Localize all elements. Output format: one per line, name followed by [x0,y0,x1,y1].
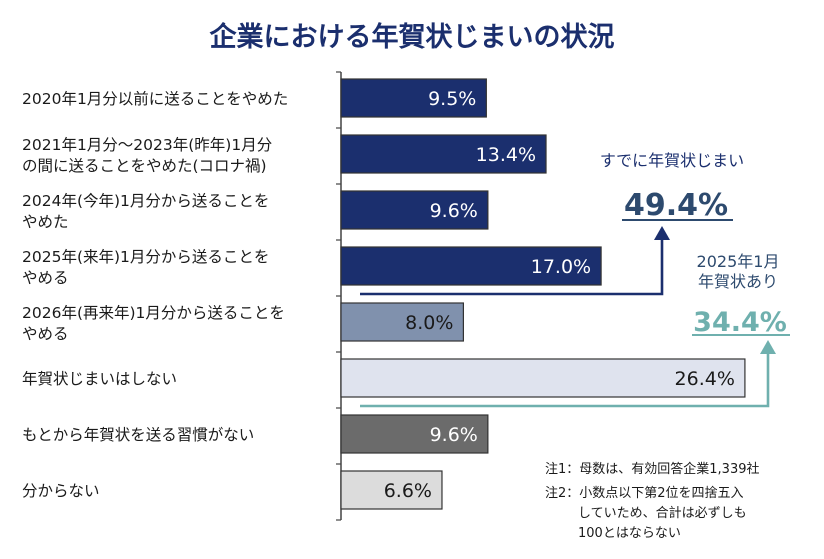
category-label: 2024年(今年)1月分から送ることを [22,192,269,210]
category-label: やめた [22,213,69,231]
note-2: 注2：小数点以下第2位を四捨五入 [545,485,744,501]
category-label: もとから年賀状を送る習慣がない [22,426,254,444]
bar [340,470,443,510]
bar-value-label: 9.5% [428,88,476,110]
bar-value-label: 26.4% [675,368,735,390]
category-label: 2020年1月分以前に送ることをやめた [22,90,288,108]
arrow-2025-head [760,340,776,354]
bar-value-label: 9.6% [430,200,478,222]
category-label: やめる [22,325,69,343]
category-label: 2025年(来年)1月分から送ることを [22,248,269,266]
category-label: 分からない [22,482,100,500]
arrow-already-head [654,226,670,240]
chart-title: 企業における年賀状じまいの状況 [210,21,615,53]
bar-value-label: 6.6% [384,480,432,502]
note-1: 注1：母数は、有効回答企業1,339社 [545,461,760,477]
bar [340,78,487,118]
bar-value-label: 9.6% [430,424,478,446]
arrow-2025-line [360,352,770,408]
bar [340,302,465,342]
bar-value-label: 13.4% [476,144,536,166]
bar-value-label: 17.0% [531,256,591,278]
bar [340,358,746,398]
bar [340,246,602,286]
callout-already-value: 49.4% [624,188,728,223]
callout-2025-value: 34.4% [693,307,787,338]
note-2-cont-2: 100とはならない [578,526,681,541]
category-label: やめる [22,269,69,287]
callout-already-label: すでに年賀状じまい [600,151,744,170]
bar [340,134,547,174]
bar [340,190,489,230]
category-label: の間に送ることをやめた(コロナ禍) [22,157,267,175]
bar [340,414,489,454]
arrow-already-line [360,238,664,296]
category-label: 2021年1月分～2023年(昨年)1月分 [22,136,272,154]
callout-2025-label-line1: 2025年1月 [697,252,780,271]
category-label: 2026年(再来年)1月分から送ることを [22,304,285,322]
callout-2025-label-line2: 年賀状あり [698,272,778,291]
bar-value-label: 8.0% [405,312,453,334]
category-label: 年賀状じまいはしない [22,370,177,388]
note-2-cont-1: していため、合計は必ずしも [578,505,747,521]
